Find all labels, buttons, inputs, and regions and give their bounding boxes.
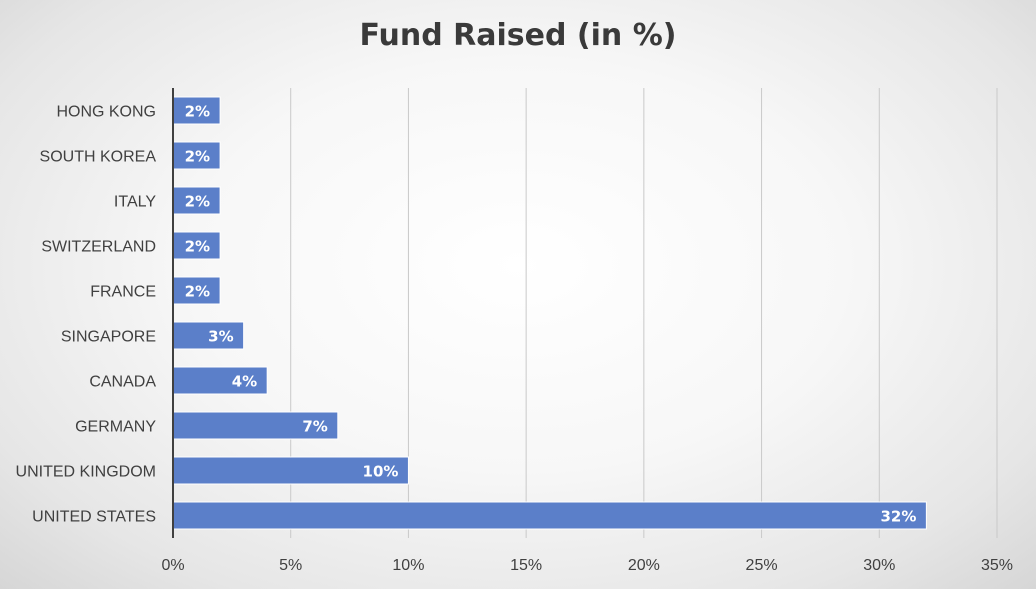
data-label: 7%: [302, 418, 327, 436]
data-labels: 32% 10% 7% 4% 3% 2% 2% 2% 2% 2%: [185, 103, 917, 526]
category-label: HONG KONG: [56, 104, 156, 121]
gridlines: [290, 88, 998, 538]
category-label: GERMANY: [75, 419, 156, 436]
category-labels: UNITED STATES UNITED KINGDOM GERMANY CANADA…: [16, 104, 157, 526]
data-label: 2%: [185, 148, 210, 166]
bar: [172, 141, 221, 170]
data-label: 32%: [880, 508, 916, 526]
data-label: 2%: [185, 103, 210, 121]
bar: [172, 456, 409, 485]
data-label: 10%: [363, 463, 399, 481]
data-label: 2%: [185, 283, 210, 301]
bar: [172, 501, 927, 530]
bar: [172, 186, 221, 215]
x-tick-label: 15%: [510, 557, 542, 574]
tick-labels: 0% 5% 10% 15% 20% 25% 30% 35%: [161, 557, 1013, 574]
data-label: 2%: [185, 238, 210, 256]
category-label: FRANCE: [90, 284, 156, 301]
category-label: CANADA: [89, 374, 156, 391]
category-label: UNITED STATES: [32, 509, 156, 526]
category-label: SWITZERLAND: [41, 239, 156, 256]
x-tick-label: 10%: [392, 557, 424, 574]
bars: [172, 96, 927, 530]
x-tick-label: 0%: [161, 557, 184, 574]
category-label: SOUTH KOREA: [40, 149, 157, 166]
data-label: 2%: [185, 193, 210, 211]
category-label: SINGAPORE: [61, 329, 156, 346]
x-tick-label: 35%: [981, 557, 1013, 574]
x-tick-label: 5%: [279, 557, 302, 574]
x-tick-label: 30%: [863, 557, 895, 574]
chart-title: Fund Raised (in %): [359, 18, 677, 53]
category-label: UNITED KINGDOM: [16, 464, 156, 481]
data-label: 3%: [208, 328, 233, 346]
category-label: ITALY: [114, 194, 156, 211]
x-tick-label: 20%: [628, 557, 660, 574]
bar: [172, 96, 221, 125]
data-label: 4%: [232, 373, 257, 391]
x-tick-label: 25%: [746, 557, 778, 574]
